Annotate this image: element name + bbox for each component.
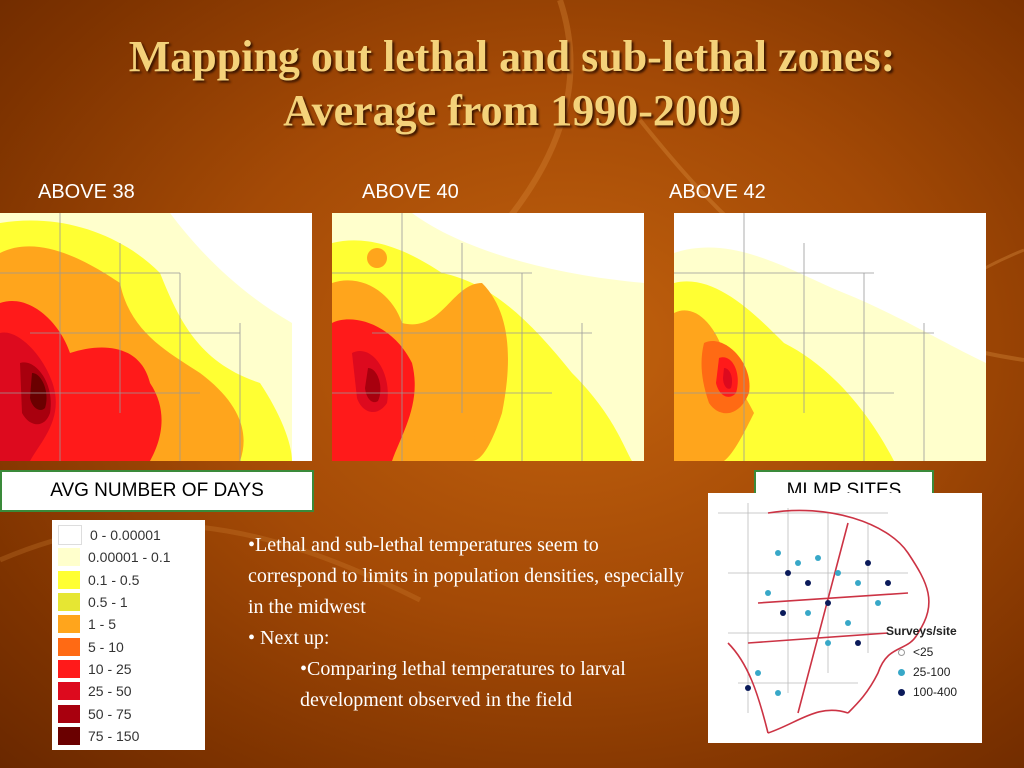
map-label-above-42: ABOVE 42 xyxy=(669,181,766,203)
circle-icon xyxy=(898,648,905,656)
sites-legend-label: 25-100 xyxy=(913,665,951,679)
notes-text: •Lethal and sub-lethal temperatures seem… xyxy=(248,530,688,716)
color-legend: 0 - 0.00001 0.00001 - 0.1 0.1 - 0.5 0.5 … xyxy=(52,520,205,750)
legend-swatch xyxy=(58,593,80,612)
legend-swatch xyxy=(58,682,80,701)
sites-legend-item: <25 xyxy=(886,642,982,662)
legend-range: 0.5 - 1 xyxy=(88,594,128,611)
legend-swatch xyxy=(58,525,82,546)
sites-legend-label: <25 xyxy=(913,645,934,659)
legend-range: 0.1 - 0.5 xyxy=(88,571,140,588)
legend-range: 50 - 75 xyxy=(88,705,132,722)
legend-range: 10 - 25 xyxy=(88,660,132,677)
legend-swatch xyxy=(58,726,80,745)
sites-legend: Surveys/site <25 25-100 100-400 xyxy=(886,624,982,702)
legend-swatch xyxy=(58,637,80,656)
legend-item: 75 - 150 xyxy=(58,725,201,747)
legend-swatch xyxy=(58,570,80,589)
legend-item: 25 - 50 xyxy=(58,680,201,702)
slide-title: Mapping out lethal and sub-lethal zones:… xyxy=(0,30,1024,138)
sites-legend-item: 25-100 xyxy=(886,662,982,682)
title-line-1: Mapping out lethal and sub-lethal zones: xyxy=(128,32,896,81)
legend-swatch xyxy=(58,659,80,678)
legend-swatch xyxy=(58,704,80,723)
legend-swatch xyxy=(58,548,80,567)
note-sub-bullet: •Comparing lethal temperatures to larval… xyxy=(300,658,626,711)
legend-range: 5 - 10 xyxy=(88,638,124,655)
circle-icon xyxy=(898,688,905,696)
legend-item: 5 - 10 xyxy=(58,635,201,657)
legend-heading: AVG NUMBER OF DAYS xyxy=(0,470,314,512)
legend-item: 1 - 5 xyxy=(58,613,201,635)
sites-legend-item: 100-400 xyxy=(886,682,982,702)
heat-map-above-40 xyxy=(332,213,644,461)
legend-range: 75 - 150 xyxy=(88,727,140,744)
legend-range: 25 - 50 xyxy=(88,683,132,700)
heat-map-above-38 xyxy=(0,213,312,461)
legend-item: 0.5 - 1 xyxy=(58,591,201,613)
legend-range: 1 - 5 xyxy=(88,616,117,633)
legend-item: 0.00001 - 0.1 xyxy=(58,546,201,568)
sites-legend-title: Surveys/site xyxy=(886,624,957,638)
title-line-2: Average from 1990-2009 xyxy=(283,86,741,135)
sites-legend-label: 100-400 xyxy=(913,685,958,699)
circle-icon xyxy=(898,668,905,676)
map-label-above-38: ABOVE 38 xyxy=(38,181,135,203)
legend-range: 0 - 0.00001 xyxy=(90,527,161,544)
heat-map-above-42 xyxy=(674,213,986,461)
note-bullet-1: •Lethal and sub-lethal temperatures seem… xyxy=(248,534,685,618)
legend-item: 0.1 - 0.5 xyxy=(58,569,201,591)
legend-item: 50 - 75 xyxy=(58,702,201,724)
mlmp-sites-map: Surveys/site <25 25-100 100-400 xyxy=(708,493,982,743)
map-label-above-40: ABOVE 40 xyxy=(362,181,459,203)
legend-item: 10 - 25 xyxy=(58,658,201,680)
legend-swatch xyxy=(58,615,80,634)
note-bullet-2: • Next up: xyxy=(248,627,330,649)
legend-item: 0 - 0.00001 xyxy=(58,524,201,546)
legend-range: 0.00001 - 0.1 xyxy=(88,549,171,566)
